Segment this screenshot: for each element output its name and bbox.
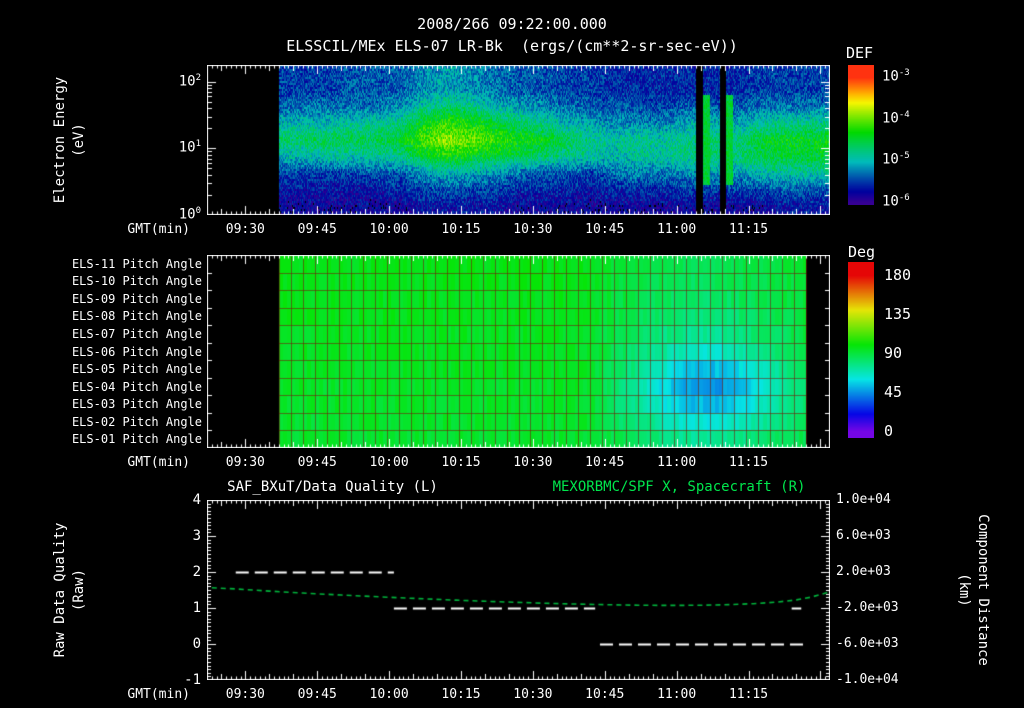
p3-ytick-label: 4 [192,492,201,508]
electron-energy-spectrogram [207,65,830,215]
p3-ytick-label: 3 [192,528,201,544]
p1-ylabel-line2: (eV) [71,123,87,157]
deg-colorbar-tick: 45 [884,383,903,401]
xtick-label-p1: 11:00 [657,222,697,237]
pitch-row-label: ELS-11 Pitch Angle [71,256,202,271]
p3-rtick-label: -1.0e+04 [836,672,899,687]
deg-colorbar-tick: 90 [884,344,903,362]
deg-colorbar-tick: 135 [884,305,912,323]
deg-colorbar-title: Deg [848,243,876,261]
p3-rlabel-line2: (km) [956,573,972,607]
xtick-label-p2: 10:45 [585,455,625,470]
p3-right-series-title: MEXORBMC/SPF X, Spacecraft (R) [552,479,806,495]
p3-ytick-label: 1 [192,600,201,616]
xtick-label-p2: 09:45 [297,455,337,470]
xtick-label-p3: 10:30 [513,687,553,702]
p3-rtick-label: -2.0e+03 [836,600,899,615]
xaxis-gmt-label-p3: GMT(min) [127,687,190,702]
xtick-label-p3: 10:15 [441,687,481,702]
deg-colorbar [848,262,874,438]
p1-ytick-label: 101 [178,139,201,156]
pitch-row-label: ELS-08 Pitch Angle [71,309,202,324]
pitch-row-label: ELS-06 Pitch Angle [71,344,202,359]
xtick-label-p2: 10:00 [369,455,409,470]
xtick-label-p1: 11:15 [728,222,769,237]
def-colorbar-tick: 10-5 [882,151,910,169]
p3-left-axis-label: Raw Data Quality (Raw) [51,523,89,658]
xtick-label-p3: 11:00 [657,687,697,702]
p3-ylabel-line1: Raw Data Quality [52,522,68,658]
def-colorbar-tick: 10-4 [882,109,910,127]
pitch-row-label: ELS-07 Pitch Angle [71,326,202,341]
p3-rtick-label: 2.0e+03 [836,564,891,579]
pitch-row-label: ELS-04 Pitch Angle [71,379,202,394]
xtick-label-p2: 09:30 [225,455,265,470]
p3-rtick-label: -6.0e+03 [836,636,899,651]
xtick-label-p1: 09:45 [297,222,337,237]
xtick-label-p3: 09:45 [297,687,337,702]
plot-title: ELSSCIL/MEx ELS-07 LR-Bk (ergs/(cm**2-sr… [286,37,738,55]
data-quality-line-chart [207,500,830,680]
xtick-label-p2: 10:15 [441,455,481,470]
xtick-label-p1: 10:45 [585,222,625,237]
p3-ytick-label: 2 [192,564,201,580]
xtick-label-p2: 11:00 [657,455,697,470]
xtick-label-p2: 11:15 [728,455,769,470]
p3-left-series-title: SAF_BXuT/Data Quality (L) [227,479,438,495]
pitch-row-label: ELS-01 Pitch Angle [71,432,202,447]
p1-y-axis-label: Electron Energy (eV) [51,77,89,203]
xtick-label-p3: 10:45 [585,687,625,702]
deg-colorbar-tick: 0 [884,422,894,440]
pitch-row-label: ELS-10 Pitch Angle [71,274,202,289]
xaxis-gmt-label-p1: GMT(min) [127,222,190,237]
p3-ylabel-line2: (Raw) [71,568,87,612]
xtick-label-p3: 09:30 [225,687,265,702]
xtick-label-p1: 09:30 [225,222,265,237]
xtick-label-p1: 10:15 [441,222,481,237]
def-colorbar-tick: 10-3 [882,68,910,85]
deg-colorbar-tick: 180 [884,266,912,284]
def-colorbar-tick: 10-6 [882,193,910,210]
p3-rtick-label: 1.0e+04 [836,492,891,507]
pitch-row-label: ELS-05 Pitch Angle [71,362,202,377]
xtick-label-p3: 11:15 [728,687,769,702]
p1-ytick-label: 102 [178,72,201,90]
p3-right-axis-label: Component Distance (km) [954,514,992,666]
pitch-angle-heatmap [207,255,830,448]
def-colorbar-title: DEF [846,44,874,62]
xtick-label-p3: 10:00 [369,687,409,702]
p1-ylabel-line1: Electron Energy [52,76,68,204]
xtick-label-p1: 10:00 [369,222,409,237]
pitch-row-label: ELS-03 Pitch Angle [71,397,202,412]
p3-ytick-label: -1 [184,672,201,688]
p3-rlabel-line1: Component Distance [975,514,991,666]
timestamp-title: 2008/266 09:22:00.000 [417,15,607,33]
p3-rtick-label: 6.0e+03 [836,528,891,543]
xtick-label-p1: 10:30 [513,222,553,237]
xtick-label-p2: 10:30 [513,455,553,470]
p3-ytick-label: 0 [192,636,201,652]
pitch-row-label: ELS-02 Pitch Angle [71,414,202,429]
p1-ytick-label: 100 [178,206,201,223]
pitch-row-label: ELS-09 Pitch Angle [71,291,202,306]
xaxis-gmt-label-p2: GMT(min) [127,455,190,470]
def-colorbar [848,65,874,205]
